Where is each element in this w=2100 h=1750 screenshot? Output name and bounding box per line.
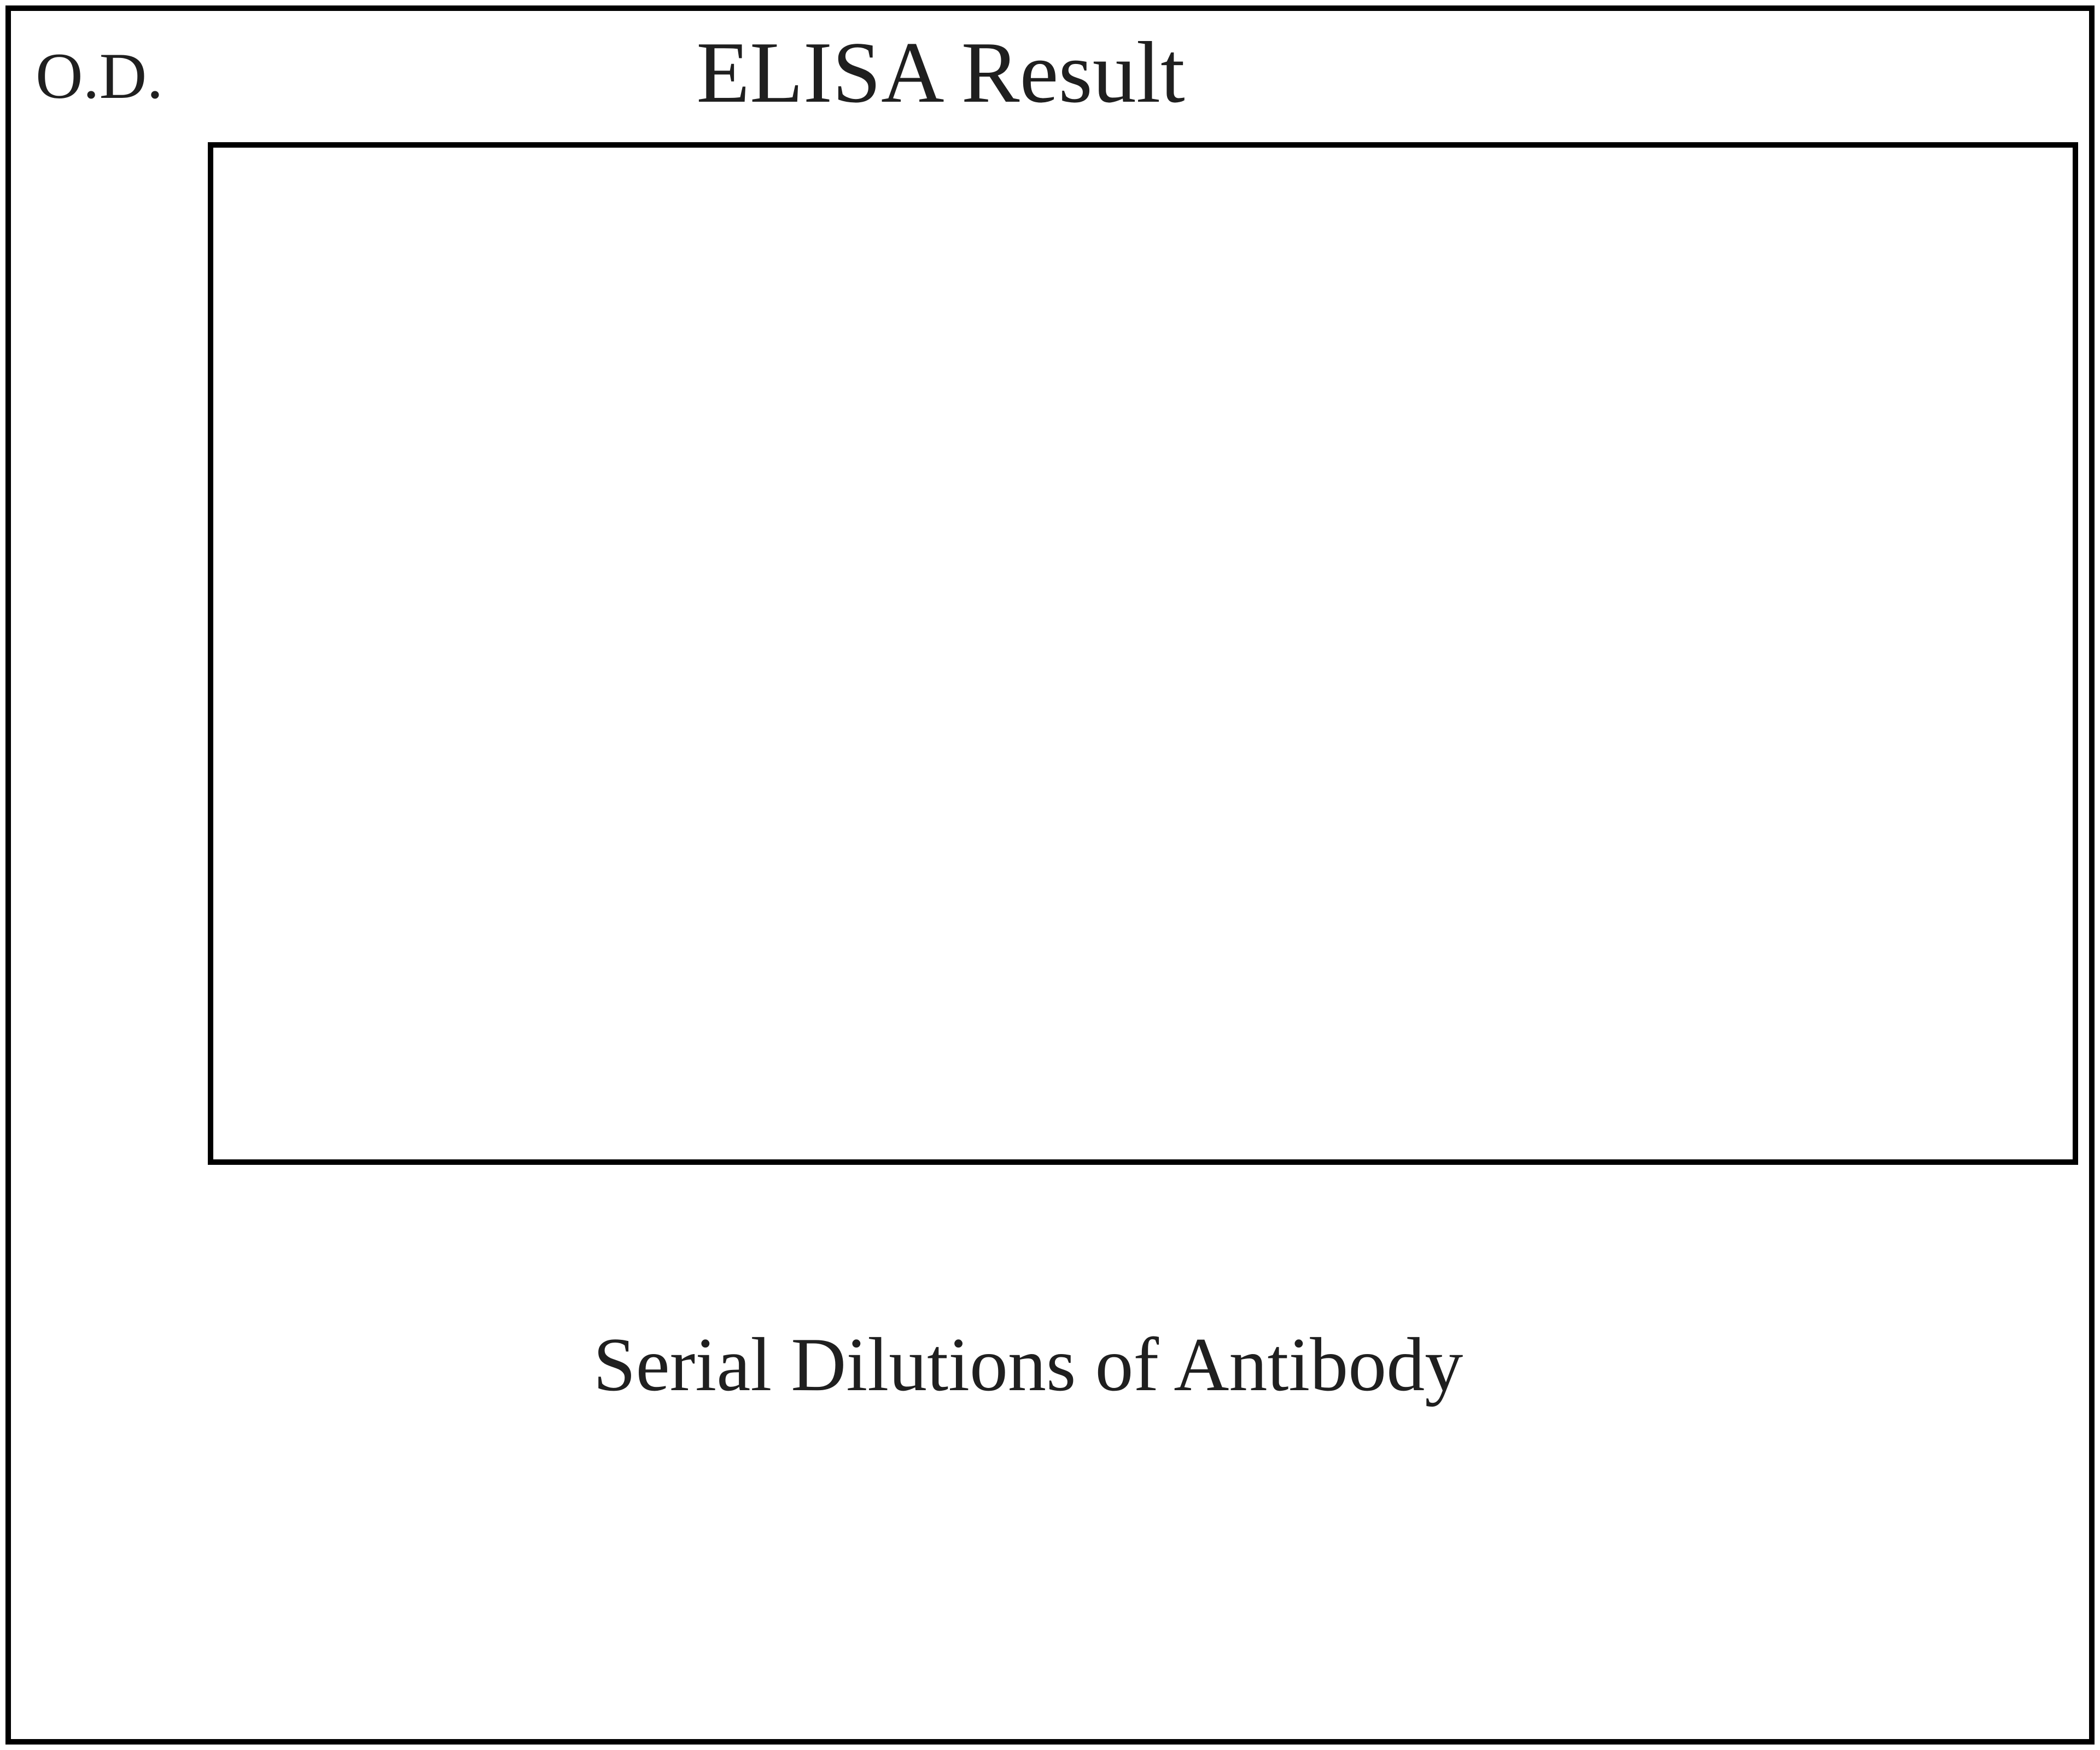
plot-area — [208, 142, 2078, 1165]
chart-title: ELISA Result — [503, 22, 1378, 123]
x-axis-label: Serial Dilutions of Antibody — [372, 1321, 1684, 1409]
chart-series — [0, 0, 164, 82]
